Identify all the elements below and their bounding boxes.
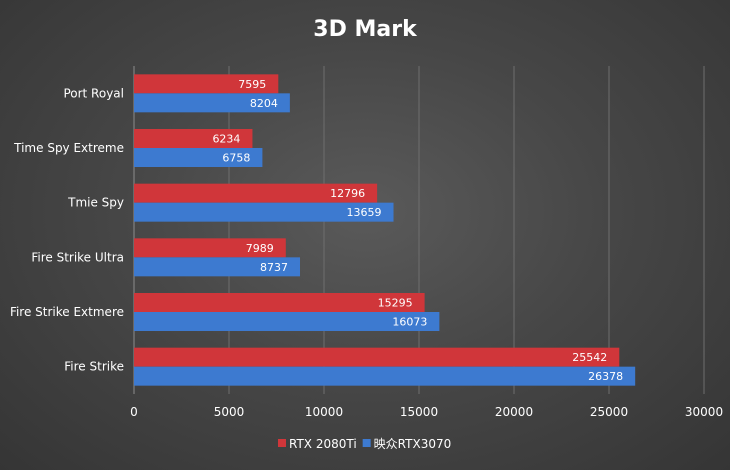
- legend-swatch: [362, 439, 371, 447]
- data-label: 7989: [246, 242, 274, 255]
- category-labels: Port Royal Time Spy Extreme Tmie Spy Fire S…: [10, 86, 124, 373]
- data-label: 13659: [347, 206, 382, 219]
- bar-rtx2080ti: [134, 183, 378, 203]
- bar-rtx3070: [134, 366, 636, 386]
- x-axis-tick-labels: 0 5000 10000 15000 20000 25000 30000: [130, 405, 723, 419]
- legend: RTX 2080Ti 映众RTX3070: [278, 437, 451, 451]
- bar-rtx2080ti: [134, 129, 253, 148]
- legend-label: RTX 2080Ti: [289, 437, 357, 451]
- category-label: Tmie Spy: [67, 196, 124, 210]
- legend-label: 映众RTX3070: [374, 437, 452, 451]
- category-label: Port Royal: [63, 86, 124, 100]
- data-label: 6234: [212, 133, 240, 146]
- chart-title: 3D Mark: [313, 17, 418, 42]
- bar-rtx3070: [134, 312, 440, 331]
- bar-rtx2080ti: [134, 238, 286, 258]
- x-tick-label: 5000: [214, 405, 245, 419]
- data-label: 12796: [330, 187, 365, 200]
- category-label: Fire Strike Ultra: [31, 250, 124, 264]
- grid-layer: [133, 66, 705, 394]
- x-tick-label: 30000: [685, 405, 723, 419]
- bar-rtx3070: [134, 257, 301, 277]
- data-label: 16073: [392, 316, 427, 329]
- data-label: 7595: [238, 78, 266, 91]
- bar-rtx2080ti: [134, 74, 279, 94]
- legend-swatch: [278, 439, 286, 447]
- data-label: 15295: [378, 297, 413, 310]
- data-label: 25542: [572, 351, 607, 364]
- x-tick-label: 0: [130, 405, 138, 419]
- x-tick-label: 10000: [305, 405, 343, 419]
- x-tick-label: 20000: [495, 405, 533, 419]
- x-tick-label: 25000: [590, 405, 628, 419]
- bars-layer: 7595 8204 6234 6758 12796 13659 7989 8737 15295 1…: [134, 74, 636, 386]
- bar-rtx2080ti: [134, 293, 425, 312]
- category-label: Time Spy Extreme: [13, 141, 124, 155]
- category-label: Fire Strike Extmere: [10, 305, 124, 319]
- bar-rtx3070: [134, 202, 394, 222]
- bar-rtx2080ti: [134, 347, 620, 367]
- bar-rtx3070: [134, 93, 290, 113]
- bar-rtx3070: [134, 148, 263, 167]
- data-label: 8737: [260, 261, 288, 274]
- x-tick-label: 15000: [400, 405, 438, 419]
- data-label: 8204: [250, 97, 278, 110]
- category-label: Fire Strike: [64, 360, 124, 374]
- data-label: 26378: [588, 370, 623, 383]
- data-label: 6758: [222, 152, 250, 165]
